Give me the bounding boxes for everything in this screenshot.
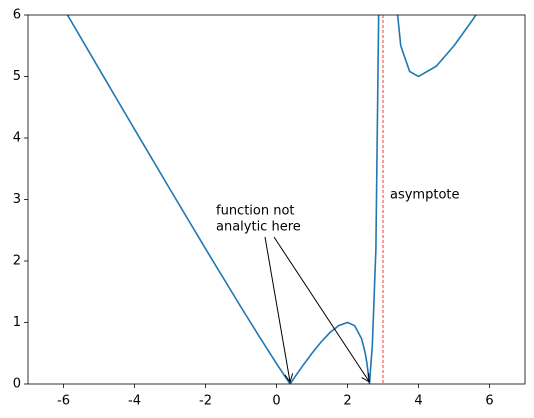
y-tick-label: 5: [13, 69, 21, 84]
x-tick-label: 0: [272, 394, 280, 409]
y-tick-label: 3: [13, 192, 21, 207]
annotation-arrow: [264, 236, 290, 382]
asymptote-label: asymptote: [390, 188, 460, 203]
x-tick-label: -4: [128, 394, 141, 409]
annotation-text: analytic here: [216, 220, 301, 235]
annotation-arrow: [273, 236, 369, 382]
annotation-text: function not: [216, 204, 295, 219]
y-tick-label: 6: [13, 8, 21, 23]
y-tick-label: 0: [13, 377, 21, 392]
y-tick-label: 2: [13, 254, 21, 269]
y-tick-label: 4: [13, 131, 21, 146]
x-tick-label: -2: [199, 394, 212, 409]
x-tick-label: 6: [485, 394, 493, 409]
y-tick-label: 1: [13, 315, 21, 330]
x-tick-label: 4: [414, 394, 422, 409]
x-tick-label: 2: [343, 394, 351, 409]
x-tick-label: -6: [57, 394, 70, 409]
line-series: [66, 15, 477, 384]
